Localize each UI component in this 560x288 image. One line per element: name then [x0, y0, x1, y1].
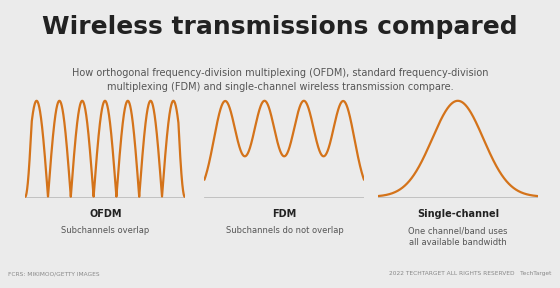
Text: Single-channel: Single-channel [417, 209, 499, 219]
Text: Subchannels do not overlap: Subchannels do not overlap [226, 226, 343, 235]
Text: FDM: FDM [272, 209, 297, 219]
Text: OFDM: OFDM [89, 209, 122, 219]
Text: 2022 TECHTARGET ALL RIGHTS RESERVED   TechTarget: 2022 TECHTARGET ALL RIGHTS RESERVED Tech… [389, 271, 552, 276]
Text: Subchannels overlap: Subchannels overlap [61, 226, 150, 235]
Text: One channel/band uses
all available bandwidth: One channel/band uses all available band… [408, 226, 508, 247]
Text: How orthogonal frequency-division multiplexing (OFDM), standard frequency-divisi: How orthogonal frequency-division multip… [72, 68, 488, 92]
Text: FCRS: MIKIMOO/GETTY IMAGES: FCRS: MIKIMOO/GETTY IMAGES [8, 271, 100, 276]
Text: Wireless transmissions compared: Wireless transmissions compared [42, 15, 518, 39]
